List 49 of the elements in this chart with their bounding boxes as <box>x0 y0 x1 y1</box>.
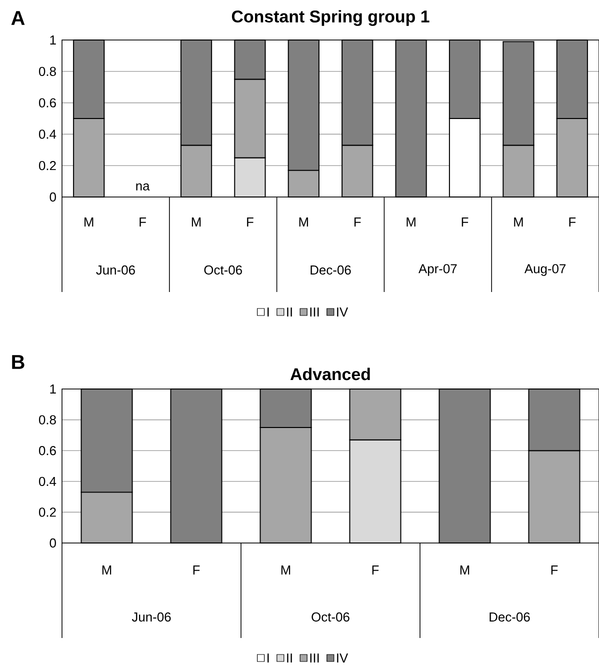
legend-label: II <box>287 654 292 662</box>
legend-label: IV <box>337 308 348 316</box>
x-tick-label: M <box>84 218 94 226</box>
x-tick-label: M <box>406 218 416 226</box>
text: B <box>12 355 24 369</box>
x-tick-label: F <box>140 218 146 226</box>
x-tick-label: M <box>514 218 523 226</box>
y-tick-label: 0.4 <box>38 476 56 486</box>
chart-title: Constant Spring group 1 <box>232 10 430 26</box>
y-tick-label: 1 <box>50 384 56 394</box>
x-tick-label: M <box>102 566 112 574</box>
y-tick-label: 0.8 <box>38 415 56 424</box>
x-tick-label: F <box>354 218 361 226</box>
x-tick-label: M <box>299 218 308 226</box>
x-tick-label: F <box>193 566 200 574</box>
legend-label: III <box>310 308 319 316</box>
text: Jun-06 <box>96 265 135 275</box>
legend-label: IV <box>337 654 348 662</box>
text: Apr-07 <box>418 264 457 276</box>
x-tick-label: F <box>462 218 468 226</box>
y-tick-label: 1 <box>50 36 56 44</box>
legend-label: III <box>310 654 319 662</box>
y-tick-label: 0.2 <box>38 161 56 170</box>
annotation: na <box>136 183 150 190</box>
y-tick-label: 0 <box>50 538 56 548</box>
text: Oct-06 <box>312 612 350 622</box>
legend-label: II <box>287 308 292 316</box>
x-tick-label: F <box>372 566 379 574</box>
text: Dec-06 <box>310 265 351 275</box>
x-tick-label: M <box>192 218 201 226</box>
x-tick-label: F <box>551 566 558 574</box>
text: Dec-06 <box>490 612 530 622</box>
y-tick-label: 0 <box>50 192 56 202</box>
y-tick-label: 0.2 <box>38 508 56 517</box>
y-tick-label: 0.8 <box>38 66 56 76</box>
text: A <box>11 11 25 25</box>
legend-label: I <box>268 654 269 662</box>
text: Oct-06 <box>204 265 242 275</box>
x-tick-label: M <box>460 566 470 574</box>
y-tick-label: 0.6 <box>38 98 56 108</box>
x-tick-label: M <box>281 566 290 574</box>
legend-label: I <box>268 308 269 316</box>
chart-title: Advanced <box>290 368 370 380</box>
x-tick-label: F <box>569 218 576 226</box>
x-tick-label: F <box>247 218 254 226</box>
y-tick-label: 0.4 <box>38 130 56 139</box>
text: Aug-07 <box>524 264 566 276</box>
text: Jun-06 <box>132 612 171 622</box>
y-tick-label: 0.6 <box>38 446 56 456</box>
